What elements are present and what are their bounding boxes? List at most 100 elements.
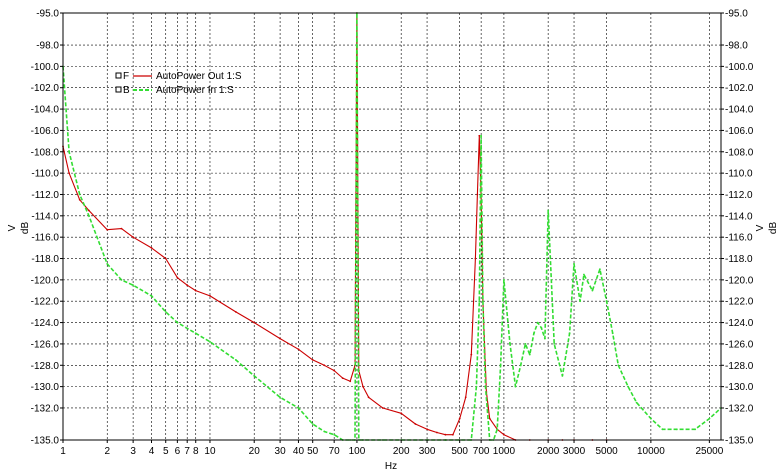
series-0-point-20 (341, 377, 344, 379)
series-0-point-4 (106, 228, 109, 231)
y-ticks-left: -95.0 -98.0 -100.0 -102.0 -104.0 -106.0 -108.0… (31, 9, 63, 447)
series-1-point-43 (519, 364, 522, 367)
series-1-point-49 (544, 337, 546, 340)
series-0-point-15 (279, 337, 281, 340)
series-0-point-11 (194, 289, 197, 292)
series-0-point-25 (362, 385, 364, 388)
y-tick-label-right-16: -128.0 (725, 361, 754, 372)
series-0-point-3 (88, 209, 90, 212)
series-1-point-10 (194, 332, 197, 335)
legend-marker-letter-1: B (123, 85, 130, 96)
series-1-point-64 (650, 417, 652, 420)
series-1-point-34 (482, 300, 484, 303)
y-tick-label-right-6: -108.0 (725, 147, 754, 158)
series-0-point-7 (150, 247, 153, 249)
series-1-point-39 (499, 364, 502, 367)
series-0-point-6 (132, 236, 135, 239)
x-tick-label-10: 30 (275, 446, 287, 457)
y-tick-label-left-4: -104.0 (31, 105, 60, 116)
series-1-point-44 (524, 343, 527, 345)
series-1-point-35 (484, 385, 487, 388)
y-tick-label-right-15: -126.0 (725, 339, 754, 350)
series-1-point-6 (132, 284, 135, 287)
series-1-point-1 (68, 150, 70, 153)
y-tick-label-left-16: -128.0 (31, 361, 60, 372)
series-1-point-15 (297, 407, 300, 409)
series-1-point-3 (88, 214, 90, 217)
x-tick-label-17: 500 (451, 446, 468, 457)
y-tick-label-right-9: -114.0 (725, 211, 753, 222)
series-0-point-35 (464, 396, 467, 399)
x-tick-label-16: 300 (419, 446, 436, 457)
series-0-point-43 (488, 417, 491, 420)
y-tick-label-right-8: -112.0 (725, 190, 753, 201)
series-1-point-47 (536, 321, 539, 324)
x-tick-label-8: 10 (204, 446, 216, 457)
y-tick-label-right-2: -100.0 (725, 62, 754, 73)
x-axis-label: Hz (385, 461, 397, 472)
series-1-point-48 (540, 327, 543, 329)
series-0-point-13 (234, 311, 237, 313)
x-tick-label-2: 3 (130, 446, 136, 457)
series-1-point-33 (480, 134, 482, 137)
y-tick-label-left-8: -112.0 (31, 190, 59, 201)
x-tick-label-22: 5000 (596, 446, 619, 457)
series-0-point-45 (503, 433, 505, 436)
x-tick-label-20: 2000 (537, 446, 560, 457)
y-axis-right-unit: V (755, 224, 766, 231)
series-1-point-11 (209, 340, 211, 343)
series-0-point-29 (414, 423, 417, 425)
x-tick-label-14: 100 (349, 446, 366, 457)
series-1-point-56 (583, 273, 585, 276)
y-axis-left-unit: V (7, 224, 18, 231)
series-1-point-57 (591, 289, 594, 292)
y-tick-label-left-5: -106.0 (31, 126, 60, 137)
y-tick-label-left-11: -118.0 (31, 254, 59, 265)
series-0-point-9 (176, 276, 179, 279)
series-1-point-41 (509, 343, 511, 345)
series-1-point-63 (635, 401, 638, 404)
y-tick-label-right-11: -118.0 (725, 254, 753, 265)
series-0-point-16 (297, 348, 300, 351)
series-1-point-68 (708, 417, 711, 420)
series-1-point-17 (323, 430, 326, 433)
series-1-point-67 (694, 428, 696, 431)
x-tick-label-21: 3000 (563, 446, 586, 457)
series-0-point-28 (400, 412, 403, 415)
y-tick-label-left-6: -108.0 (31, 147, 60, 158)
y-tick-label-right-13: -122.0 (725, 297, 754, 308)
series-1-point-46 (533, 332, 535, 335)
series-1-point-14 (279, 396, 281, 399)
series-0-point-19 (333, 369, 336, 372)
x-tick-label-9: 20 (249, 446, 261, 457)
x-tick-label-4: 5 (163, 446, 169, 457)
series-1-point-31 (475, 385, 478, 388)
x-tick-label-1: 2 (104, 446, 110, 457)
series-0-point-10 (186, 284, 189, 287)
y-tick-label-left-19: -135.0 (31, 436, 60, 447)
series-0-point-33 (452, 433, 454, 436)
series-0-point-39 (478, 134, 481, 137)
series-0-point-17 (311, 359, 314, 361)
series-1-point-59 (605, 300, 608, 303)
x-tick-label-15: 200 (393, 446, 410, 457)
series-0-point-1 (68, 172, 70, 175)
plot-background (63, 13, 721, 440)
x-tick-label-18: 700 (473, 446, 490, 457)
series-1-point-50 (547, 209, 550, 212)
series-1-point-7 (150, 295, 153, 297)
series-0-point-32 (444, 433, 447, 436)
legend-marker-box-0[interactable] (115, 72, 122, 79)
y-tick-label-right-19: -135.0 (725, 436, 754, 447)
y-tick-label-left-13: -122.0 (31, 297, 60, 308)
y-tick-label-right-18: -132.0 (725, 403, 754, 414)
x-tick-label-23: 10000 (637, 446, 665, 457)
y-tick-label-left-10: -116.0 (31, 233, 59, 244)
x-tick-label-11: 40 (293, 446, 305, 457)
y-ticks-right: -95.0 -98.0 -100.0 -102.0 -104.0 -106.0 -108.0… (721, 9, 754, 447)
series-0-point-5 (120, 227, 123, 230)
series-0-point-8 (164, 257, 167, 260)
legend-marker-box-1[interactable] (115, 86, 122, 93)
series-1-point-13 (253, 375, 256, 377)
